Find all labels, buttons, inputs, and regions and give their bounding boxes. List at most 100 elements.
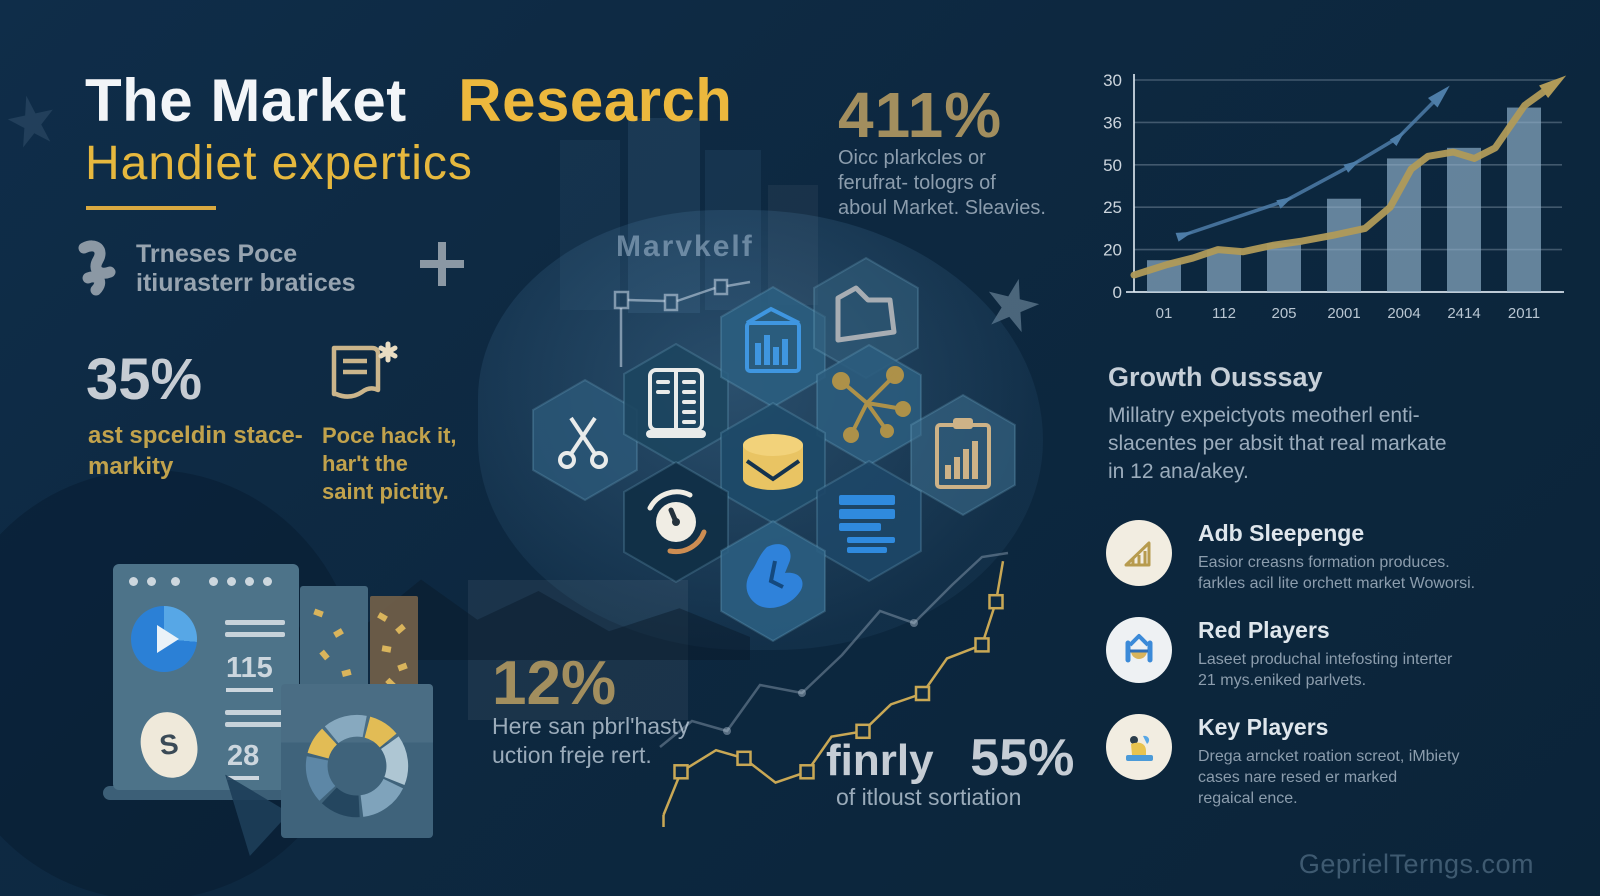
stat-12-value: 12%: [492, 649, 617, 718]
list-item-line: 21 mys.eniked parlvets.: [1198, 672, 1367, 689]
stat-55: finrly 55%: [826, 728, 1074, 788]
stat-55-caption: of itloust sortiation: [836, 784, 1022, 810]
watermark: GeprielTerngs.com: [1298, 849, 1534, 879]
list-item-line: farkles acil lite orchett market Woworsi…: [1198, 575, 1476, 592]
stat-55-prefix: finrly: [826, 736, 934, 785]
placeholder-line: [225, 620, 285, 625]
title-underline: [86, 206, 216, 210]
stat-35-value: 35%: [86, 347, 203, 412]
growth-line: Millatry expeictyots meotherl enti-: [1108, 404, 1420, 427]
document-asterisk-icon: [331, 341, 398, 399]
list-item-title: Key Players: [1198, 714, 1329, 740]
list-item-line: Laseet produchal intefosting interter: [1198, 651, 1453, 668]
stat-35-caption: ast spceldin stace- markity: [88, 420, 303, 482]
stat-411-caption: Oicc plarkcles or ferufrat- tologrs of a…: [838, 146, 1046, 221]
svg-text:25: 25: [1103, 198, 1122, 217]
list-icon-circle: [1106, 714, 1172, 780]
window-dot: [263, 577, 272, 586]
svg-text:20: 20: [1103, 241, 1122, 260]
database-icon: [743, 434, 803, 490]
scissors-icon: [558, 416, 608, 469]
confetti-speck: [333, 628, 344, 638]
plus-icon: [420, 242, 464, 286]
title-accent: Research: [458, 67, 733, 134]
growth-line: slacentes per absit that real markate: [1108, 432, 1447, 455]
window-dot: [129, 577, 138, 586]
window-dot: [209, 577, 218, 586]
list-item-adb-sleepenge: Adb Sleepenge Easior creasns formation p…: [1106, 520, 1556, 594]
placeholder-line: [225, 632, 285, 637]
bar-chart-document-icon: [745, 306, 801, 373]
growth-combo-chart: 30 36 50 25 20 0 01 112 205 2001 2004 2414 2011: [1103, 71, 1567, 322]
stat-35-line: markity: [88, 453, 174, 480]
placeholder-line: [225, 722, 285, 727]
confetti-speck: [319, 649, 330, 661]
brand-line-1: Trneses Poce: [136, 240, 298, 268]
skyline-shape: [768, 185, 818, 305]
squiggle-icon: [78, 240, 116, 296]
svg-text:01: 01: [1156, 305, 1173, 322]
svg-text:50: 50: [1103, 156, 1122, 175]
list-item-title: Red Players: [1198, 617, 1330, 643]
list-item-line: Easior creasns formation produces.: [1198, 554, 1450, 571]
donut-chart: [305, 714, 409, 818]
window-dot: [147, 577, 156, 586]
hexagon-icon-cluster: [532, 256, 1016, 643]
list-item-key-players: Key Players Drega arncket roation screot…: [1106, 714, 1556, 809]
growth-body: Millatry expeictyots meotherl enti- slac…: [1108, 402, 1447, 486]
title-main: The Market: [85, 67, 407, 134]
stat-411-line: Oicc plarkcles or: [838, 147, 986, 169]
stat-411-line: aboul Market. Sleavies.: [838, 197, 1046, 219]
doc-note-caption: Poce hack it, har't the saint pictity.: [322, 422, 457, 506]
stat-12-line: uction freje rert.: [492, 742, 652, 768]
gauge-icon: [647, 489, 707, 555]
page-title: The Market Research: [85, 66, 732, 135]
confetti-speck: [395, 623, 406, 635]
doc-note-line: Poce hack it,: [322, 423, 457, 448]
list-item-title: Adb Sleepenge: [1198, 520, 1365, 546]
brand-line-2: itiurasterr bratices: [136, 269, 356, 297]
doc-note-line: saint pictity.: [322, 479, 449, 504]
growth-line: in 12 ana/akey.: [1108, 460, 1249, 483]
window-dot: [227, 577, 236, 586]
server-icon: [646, 368, 706, 438]
page-subtitle: Handiet expertics: [85, 137, 473, 190]
star-decoration-left: [3, 91, 61, 155]
svg-text:2011: 2011: [1508, 305, 1540, 322]
home-arrow-icon: [1125, 634, 1153, 663]
svg-text:0: 0: [1113, 283, 1122, 302]
metric-value-2: 28: [227, 740, 260, 780]
svg-text:2001: 2001: [1327, 305, 1360, 322]
window-dot: [171, 577, 180, 586]
folder-icon: [835, 285, 897, 343]
money-bag-letter: S: [157, 727, 181, 762]
person-podium-icon: [1126, 735, 1153, 761]
money-bag-icon: S: [136, 708, 202, 782]
growth-chart-icon: [1124, 541, 1151, 567]
brand-tagline: Trneses Poce itiurasterr bratices: [136, 240, 356, 298]
stat-35-line: ast spceldin stace-: [88, 422, 303, 449]
list-icon-circle: [1106, 520, 1172, 586]
node-link-diagram: [613, 278, 751, 367]
browser-window: 115 28 S: [113, 564, 299, 790]
clipboard-chart-icon: [935, 418, 991, 489]
metric-value-1: 115: [226, 652, 273, 692]
list-item-red-players: Red Players Laseet produchal intefosting…: [1106, 617, 1556, 691]
hand-icon: [746, 544, 803, 608]
faint-trend-line: [659, 551, 1009, 748]
stat-55-value: 55%: [970, 729, 1075, 787]
center-watermark-label: Marvkelf: [616, 230, 754, 263]
list-item-line: Drega arncket roation screot, iMbiety: [1198, 748, 1460, 765]
skyline-shape: [560, 140, 620, 310]
confetti-speck: [397, 662, 408, 672]
confetti-speck: [381, 645, 392, 653]
skyline-shape: [628, 118, 700, 313]
step-zigzag-chart: [659, 551, 1009, 827]
confetti-speck: [313, 608, 324, 618]
svg-text:112: 112: [1212, 305, 1236, 322]
stat-411-line: ferufrat- tologrs of: [838, 172, 996, 194]
document-lines-icon: [839, 495, 895, 553]
network-nodes-icon: [832, 366, 911, 443]
list-item-line: cases nare resed er marked: [1198, 769, 1398, 786]
